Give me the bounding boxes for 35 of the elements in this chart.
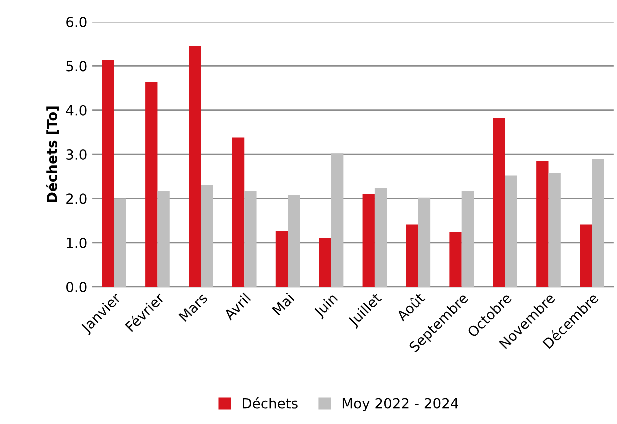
bar	[462, 191, 474, 288]
bar	[201, 185, 214, 288]
bar	[102, 60, 114, 288]
bar	[332, 154, 344, 288]
bar	[319, 238, 332, 288]
bar	[362, 194, 375, 288]
bar	[288, 195, 300, 288]
bar	[374, 188, 388, 288]
bar	[493, 118, 506, 288]
legend-label: Déchets	[243, 398, 298, 409]
bar	[244, 191, 257, 288]
bar	[505, 176, 518, 288]
bar	[146, 82, 158, 288]
bar	[189, 46, 202, 288]
bar	[158, 191, 170, 288]
bar	[580, 224, 592, 288]
bar	[450, 232, 462, 288]
y-tick-label: 4.0	[66, 105, 87, 116]
bar	[232, 138, 245, 288]
y-tick-label: 6.0	[66, 17, 87, 28]
y-axis-title: Déchets [To]	[46, 106, 59, 202]
legend-label: Moy 2022 - 2024	[342, 398, 458, 412]
bar	[592, 159, 604, 288]
y-tick-label: 5.0	[66, 61, 87, 72]
bar	[536, 161, 549, 288]
y-tick-label: 3.0	[66, 150, 87, 160]
bar	[548, 173, 561, 288]
y-tick-label: 1.0	[67, 238, 87, 248]
bar	[276, 230, 288, 288]
bar	[418, 198, 431, 288]
x-tick-label: Mai	[272, 292, 295, 316]
y-tick-label: 2.0	[66, 194, 87, 204]
bar	[114, 198, 126, 288]
bar	[406, 224, 418, 288]
y-tick-label: 0.0	[66, 282, 87, 293]
